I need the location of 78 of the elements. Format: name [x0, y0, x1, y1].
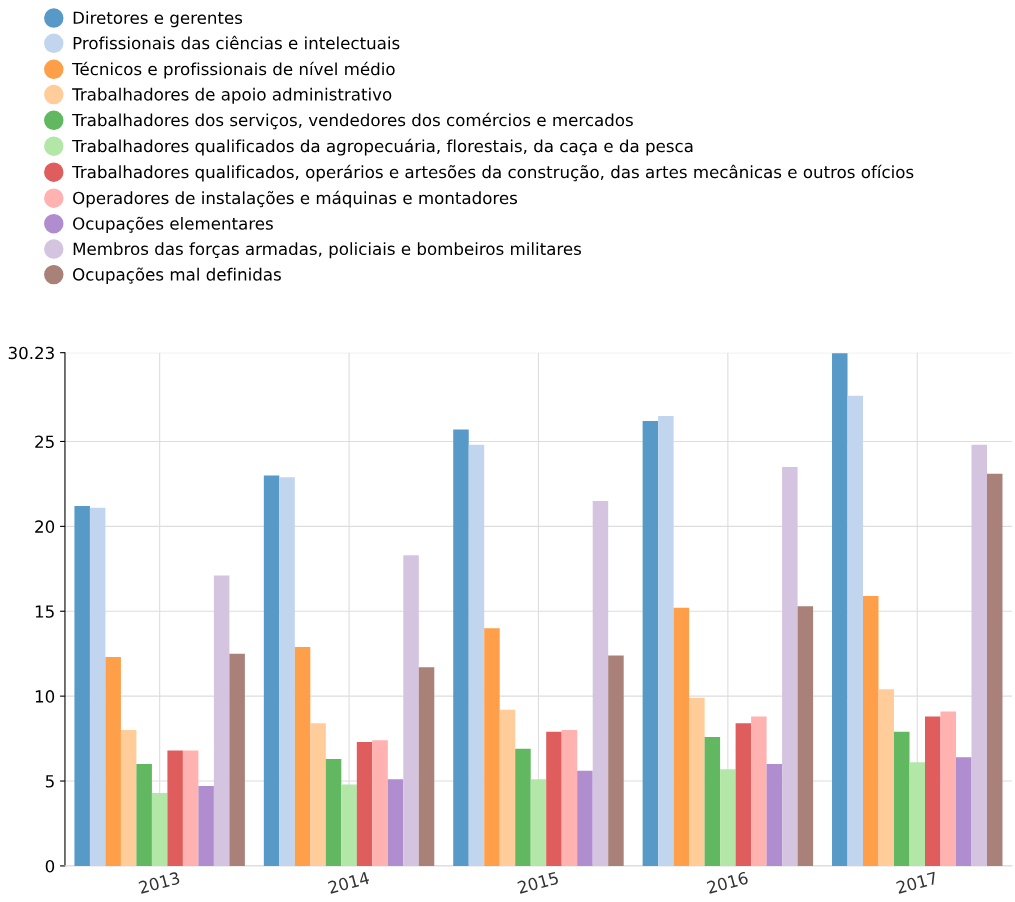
x-tick-label: 2016 [706, 871, 749, 894]
bar [372, 740, 388, 866]
bar [105, 657, 121, 866]
bar [735, 723, 752, 866]
bar [689, 697, 705, 866]
bar [341, 784, 357, 866]
y-tick-label: 15 [35, 605, 54, 618]
y-tick-label: 5 [45, 775, 54, 788]
bar [797, 606, 814, 866]
legend-label: Trabalhadores dos serviços, vendedores dos comércios e mercados [72, 112, 633, 130]
bar [279, 477, 295, 866]
legend-label: Técnicos e profissionais de nível médio [72, 61, 395, 79]
bar [418, 667, 435, 866]
y-tick-label: 25 [35, 435, 54, 449]
bar [546, 731, 562, 866]
bar [151, 792, 168, 866]
bar [592, 500, 609, 866]
bar [577, 770, 593, 866]
bar [751, 716, 767, 866]
bar [294, 646, 311, 866]
legend-label: Profissionais das ciências e intelectuais [73, 35, 400, 50]
legend-label: Trabalhadores qualificados da agropecuária, florestais, da caça e da pesca [72, 138, 693, 156]
bar [561, 730, 578, 866]
x-tick-label: 2014 [327, 871, 370, 894]
y-tick-label: 10 [35, 690, 55, 703]
bar [847, 395, 864, 866]
x-tick-label: 2015 [517, 871, 559, 894]
bar [673, 607, 690, 866]
bar [182, 750, 199, 866]
legend-label: Trabalhadores de apoio administrativo [72, 87, 392, 104]
bar [909, 762, 925, 866]
bar [608, 655, 624, 866]
bar [89, 507, 106, 866]
bar [325, 758, 342, 866]
bar [832, 353, 848, 866]
bar [782, 466, 798, 866]
bar [878, 689, 895, 866]
bar [198, 786, 214, 866]
bar [530, 779, 547, 866]
bar [658, 416, 674, 866]
bar [74, 505, 90, 866]
y-tick-label: 0 [45, 859, 55, 873]
x-tick-label: 2017 [895, 871, 938, 894]
bar [484, 628, 500, 866]
bar [387, 779, 404, 866]
bar [971, 444, 987, 866]
bar [453, 429, 469, 866]
bar [925, 716, 941, 866]
bar [310, 723, 326, 866]
bar [356, 741, 373, 866]
bar [229, 653, 245, 866]
x-tick-label: 2013 [138, 871, 181, 894]
legend-label: Diretores e gerentes [73, 11, 243, 28]
bar [213, 575, 230, 866]
bar [704, 736, 721, 866]
legend-label: Trabalhadores qualificados, operários e artesões da construção, das artes mecânicas e outros ofícios [72, 164, 914, 182]
legend-label: Membros das forças armadas, policiais e bombeiros militares [73, 242, 581, 259]
bar [986, 473, 1003, 866]
bar [403, 555, 419, 866]
y-tick-label: 30.23 [8, 346, 54, 360]
bar [468, 444, 485, 866]
legend-label: Ocupações mal definidas [73, 267, 281, 284]
bar [766, 764, 783, 866]
y-tick-label: 20 [35, 520, 55, 533]
bar [499, 709, 516, 866]
bar [136, 764, 152, 866]
bar [515, 748, 531, 866]
legend-label: Ocupações elementares [73, 216, 273, 234]
bar [894, 731, 910, 866]
bar [642, 421, 659, 866]
bar [940, 711, 956, 866]
bar [263, 475, 280, 866]
legend-label: Operadores de instalações e máquinas e montadores [73, 190, 518, 208]
bar [956, 757, 972, 866]
bar [863, 595, 879, 866]
bar [120, 730, 137, 866]
bar [167, 750, 183, 866]
bar [720, 769, 736, 866]
